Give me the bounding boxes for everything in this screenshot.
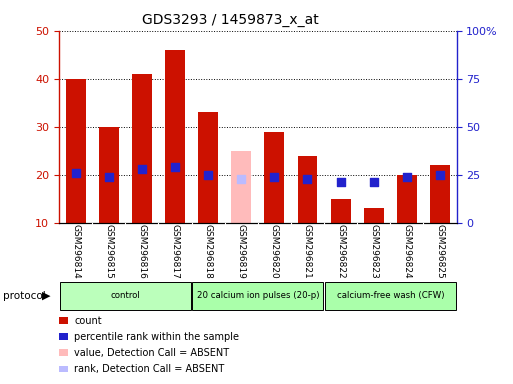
Text: GSM296815: GSM296815 bbox=[104, 224, 113, 279]
Point bbox=[370, 179, 378, 185]
Bar bbox=[430, 165, 450, 223]
Bar bbox=[231, 151, 251, 223]
Point bbox=[105, 174, 113, 180]
Text: control: control bbox=[110, 291, 140, 300]
Text: count: count bbox=[74, 316, 102, 326]
Text: GDS3293 / 1459873_x_at: GDS3293 / 1459873_x_at bbox=[143, 13, 319, 27]
Bar bbox=[198, 112, 218, 223]
Text: calcium-free wash (CFW): calcium-free wash (CFW) bbox=[337, 291, 444, 300]
Text: GSM296819: GSM296819 bbox=[236, 224, 246, 279]
Bar bbox=[66, 79, 86, 223]
Text: GSM296817: GSM296817 bbox=[170, 224, 180, 279]
Bar bbox=[264, 131, 284, 223]
Bar bbox=[165, 50, 185, 223]
Bar bbox=[298, 156, 318, 223]
Text: GSM296816: GSM296816 bbox=[137, 224, 146, 279]
Point bbox=[171, 164, 179, 170]
Text: value, Detection Call = ABSENT: value, Detection Call = ABSENT bbox=[74, 348, 229, 358]
Bar bbox=[364, 208, 384, 223]
Text: GSM296818: GSM296818 bbox=[204, 224, 212, 279]
Point bbox=[204, 172, 212, 178]
Bar bbox=[397, 175, 417, 223]
Text: GSM296820: GSM296820 bbox=[270, 224, 279, 279]
Bar bbox=[331, 199, 350, 223]
Point bbox=[403, 174, 411, 180]
Point bbox=[337, 179, 345, 185]
Bar bbox=[60, 282, 191, 310]
Point bbox=[71, 170, 80, 176]
Text: GSM296823: GSM296823 bbox=[369, 224, 378, 279]
Point bbox=[303, 175, 311, 182]
Text: protocol: protocol bbox=[3, 291, 45, 301]
Text: rank, Detection Call = ABSENT: rank, Detection Call = ABSENT bbox=[74, 364, 225, 374]
Bar bbox=[192, 282, 323, 310]
Text: GSM296825: GSM296825 bbox=[436, 224, 444, 279]
Point bbox=[237, 175, 245, 182]
Text: GSM296821: GSM296821 bbox=[303, 224, 312, 279]
Point bbox=[270, 174, 279, 180]
Text: GSM296824: GSM296824 bbox=[402, 224, 411, 279]
Bar bbox=[132, 74, 152, 223]
Text: 20 calcium ion pulses (20-p): 20 calcium ion pulses (20-p) bbox=[196, 291, 319, 300]
Point bbox=[436, 172, 444, 178]
Text: GSM296814: GSM296814 bbox=[71, 224, 80, 279]
Bar bbox=[325, 282, 456, 310]
Text: ▶: ▶ bbox=[42, 291, 50, 301]
Text: GSM296822: GSM296822 bbox=[336, 224, 345, 279]
Text: percentile rank within the sample: percentile rank within the sample bbox=[74, 332, 240, 342]
Point bbox=[137, 166, 146, 172]
Bar bbox=[98, 127, 119, 223]
